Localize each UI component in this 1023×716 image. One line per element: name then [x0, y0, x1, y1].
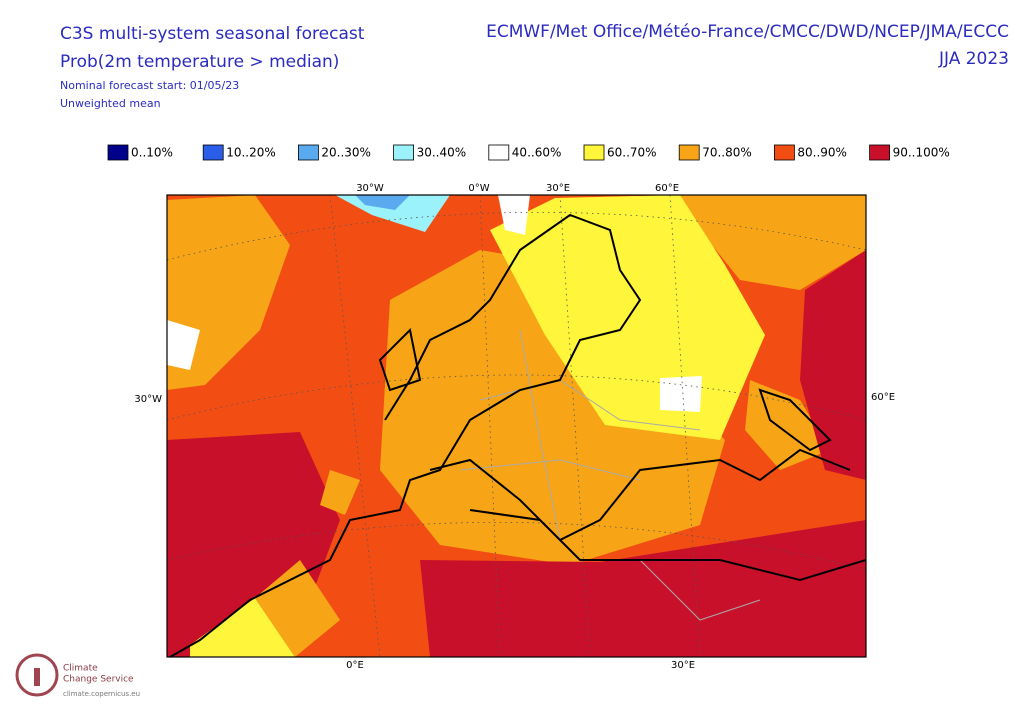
lon-label: 0°W: [468, 183, 489, 194]
info: Unweighted mean: [60, 97, 161, 110]
legend-swatch: [107, 144, 129, 161]
legend-swatch: [583, 144, 605, 161]
lon-label: 30°E: [671, 660, 695, 671]
legend-swatch: [869, 144, 890, 161]
legend-label: 40..60%: [512, 146, 562, 160]
lon-label: 60°E: [655, 183, 679, 194]
title: C3S multi-system seasonal forecast: [60, 24, 365, 44]
legend-label: 0..10%: [131, 146, 173, 160]
period: JJA 2023: [938, 49, 1009, 69]
lon-label: 30°W: [134, 394, 162, 405]
legend-swatch: [393, 144, 415, 161]
legend-label: 80..90%: [797, 146, 847, 160]
lon-label: 0°E: [346, 660, 364, 671]
legend-label: 20..30%: [321, 146, 371, 160]
map-frame: [166, 194, 867, 658]
legend-label: 90..100%: [893, 146, 950, 160]
legend-swatch: [297, 144, 319, 161]
legend-swatch: [678, 144, 700, 161]
title: Prob(2m temperature > median): [60, 52, 339, 72]
legend-swatch: [202, 144, 224, 161]
legend-label: 70..80%: [702, 146, 752, 160]
info: Nominal forecast start: 01/05/23: [60, 79, 239, 92]
legend-swatch: [774, 144, 795, 161]
legend-label: 10..20%: [226, 146, 276, 160]
logo-url: climate.copernicus.eu: [63, 690, 140, 698]
legend-label: 60..70%: [607, 146, 657, 160]
legend-swatch: [488, 144, 510, 161]
logo-text: Climate: [63, 664, 98, 674]
logo: Climate Change Service climate.copernicu…: [15, 653, 140, 698]
legend-label: 30..40%: [417, 146, 467, 160]
legend: 0..10% 10..20% 20..30% 30..40% 40..60% 60..70…: [107, 144, 950, 161]
lon-label: 60°E: [871, 392, 895, 403]
lon-label: 30°E: [546, 183, 570, 194]
lon-label: 30°W: [356, 183, 384, 194]
sources: ECMWF/Met Office/Météo-France/CMCC/DWD/N…: [486, 22, 1009, 42]
logo-text: Change Service: [63, 675, 134, 685]
map: [167, 195, 866, 657]
